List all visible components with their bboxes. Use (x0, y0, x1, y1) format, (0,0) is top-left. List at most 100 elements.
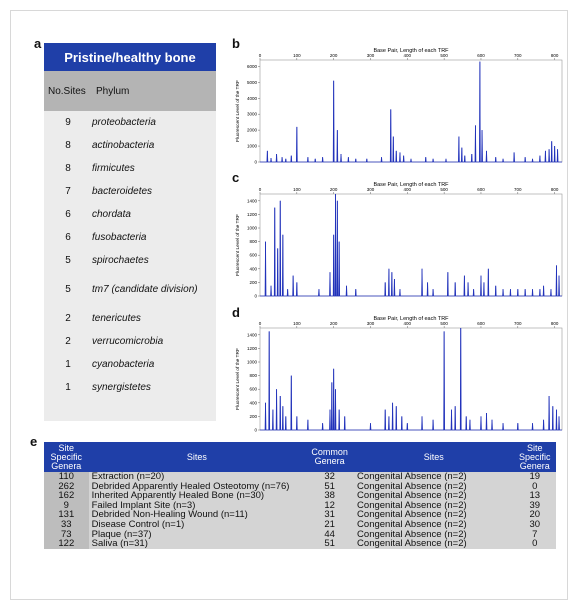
phylum-sites-count: 1 (65, 382, 71, 393)
x-tick-label: 0 (259, 321, 262, 326)
plot-frame (259, 193, 563, 297)
site-name-right: Congenital Absence (n=2) (357, 528, 467, 540)
y-axis-label: Fluorescent Level of the TRF (235, 348, 241, 410)
col-header-common-genera: Common Genera (305, 442, 355, 472)
phylum-table-title: Pristine/healthy bone (44, 43, 216, 71)
site-name-left: Failed Implant Site (n=3) (91, 499, 196, 511)
x-tick-label: 200 (330, 321, 338, 326)
phylum-sites-count: 8 (65, 140, 71, 151)
x-tick-label: 300 (367, 321, 375, 326)
col-header-sites-right: Sites (354, 442, 514, 472)
site-name-right: Congenital Absence (n=2) (357, 518, 467, 530)
genera-table-row: 262 Debrided Apparently Healed Osteotomy … (44, 480, 556, 492)
phylum-sites-count: 5 (65, 284, 71, 295)
trf-chart-b: Base Pair, Length of each TRF 0 100 200 300 4… (230, 46, 568, 170)
common-genera-count: 21 (324, 518, 335, 530)
x-tick-label: 800 (551, 53, 559, 58)
genera-count-left: 122 (44, 539, 89, 549)
y-tick-label: 200 (249, 280, 257, 285)
y-axis-label: Fluorescent Level of the TRF (235, 80, 241, 142)
x-tick-label: 800 (551, 187, 559, 192)
x-tick-label: 400 (404, 53, 412, 58)
plot-frame (259, 327, 563, 431)
x-tick-label: 700 (514, 53, 522, 58)
genera-count-right: 0 (532, 480, 538, 492)
site-name-left: Disease Control (n=1) (91, 518, 185, 530)
chart-title: Base Pair, Length of each TRF (373, 48, 449, 54)
x-tick-label: 500 (440, 187, 448, 192)
trf-chart-d: Base Pair, Length of each TRF 0 100 200 300 4… (230, 314, 568, 438)
phylum-name: bacteroidetes (92, 185, 153, 197)
phylum-name: verrucomicrobia (92, 335, 164, 347)
genera-count-right: 39 (529, 499, 541, 511)
chart-title: Base Pair, Length of each TRF (373, 182, 449, 188)
genera-count-left: 262 (44, 481, 89, 492)
genera-table-row: 131 Debrided Non-Healing Wound (n=11) 31 Co… (44, 510, 556, 520)
y-tick-label: 4000 (247, 96, 258, 101)
col-header-sites: No.Sites (48, 85, 86, 97)
y-tick-label: 400 (249, 400, 257, 405)
x-tick-label: 0 (259, 53, 262, 58)
x-tick-label: 500 (440, 321, 448, 326)
phylum-name: tm7 (candidate division) (92, 283, 198, 295)
genera-table-body: 110 Extraction (n=20) 32 Congenital Absence… (44, 472, 556, 549)
phylum-row: 5 spirochaetes (44, 249, 216, 272)
genera-count-left: 131 (44, 510, 89, 520)
y-tick-label: 3000 (247, 112, 258, 117)
phylum-sites-count: 2 (65, 313, 71, 324)
site-name-right: Congenital Absence (n=2) (357, 538, 467, 550)
site-name-left: Saliva (n=31) (91, 538, 148, 550)
site-name-left: Debrided Non-Healing Wound (n=11) (91, 509, 248, 521)
genera-count-right: 13 (529, 490, 541, 502)
x-tick-label: 600 (477, 321, 485, 326)
y-tick-label: 1000 (247, 144, 258, 149)
genera-count-right: 0 (532, 538, 538, 550)
y-tick-label: 0 (254, 160, 257, 165)
x-tick-label: 700 (514, 187, 522, 192)
y-tick-label: 600 (249, 253, 257, 258)
genera-count-left: 110 (44, 472, 89, 482)
y-tick-label: 0 (254, 294, 257, 299)
common-genera-count: 51 (324, 480, 335, 492)
phylum-name: synergistetes (92, 381, 151, 393)
panel-letter-c: c (232, 170, 240, 185)
site-name-right: Congenital Absence (n=2) (357, 471, 467, 482)
phylum-sites-count: 5 (65, 255, 71, 266)
col-header-phylum: Phylum (96, 85, 130, 97)
site-name-right: Congenital Absence (n=2) (357, 509, 467, 521)
phylum-name: chordata (92, 208, 131, 220)
col-header-site-specific-genera-left: Site Specific Genera (44, 442, 89, 472)
x-tick-label: 100 (293, 53, 301, 58)
chart-title: Base Pair, Length of each TRF (373, 316, 449, 322)
x-tick-label: 500 (440, 53, 448, 58)
y-tick-label: 1400 (247, 198, 258, 203)
y-tick-label: 200 (249, 414, 257, 419)
genera-table-row: 162 Inherited Apparently Healed Bone (n=3… (44, 491, 556, 501)
genera-count-left: 162 (44, 491, 89, 501)
x-tick-label: 0 (259, 187, 262, 192)
phylum-name: cyanobacteria (92, 358, 155, 370)
y-tick-label: 0 (254, 428, 257, 433)
genera-count-right: 20 (529, 509, 541, 521)
phylum-name: firmicutes (92, 162, 135, 174)
phylum-row: 9 proteobacteria (44, 111, 216, 134)
genera-table-header: Site Specific Genera Sites Common Genera… (44, 442, 556, 472)
y-tick-label: 400 (249, 266, 257, 271)
phylum-table: Pristine/healthy bone No.Sites Phylum 9 p… (44, 43, 216, 421)
genera-count-left: 9 (44, 501, 89, 511)
trf-chart-c: Base Pair, Length of each TRF 0 100 200 300 4… (230, 180, 568, 304)
phylum-sites-count: 1 (65, 359, 71, 370)
x-tick-label: 100 (293, 321, 301, 326)
y-axis-label: Fluorescent Level of the TRF (235, 214, 241, 276)
phylum-sites-count: 6 (65, 232, 71, 243)
x-tick-label: 300 (367, 187, 375, 192)
panel-letter-a: a (34, 36, 42, 51)
x-tick-label: 400 (404, 321, 412, 326)
genera-count-right: 19 (529, 471, 541, 482)
common-genera-count: 38 (324, 490, 335, 502)
phylum-row: 2 verrucomicrobia (44, 330, 216, 353)
phylum-row: 6 fusobacteria (44, 226, 216, 249)
x-tick-label: 100 (293, 187, 301, 192)
common-genera-count: 12 (324, 499, 335, 511)
x-tick-label: 300 (367, 53, 375, 58)
